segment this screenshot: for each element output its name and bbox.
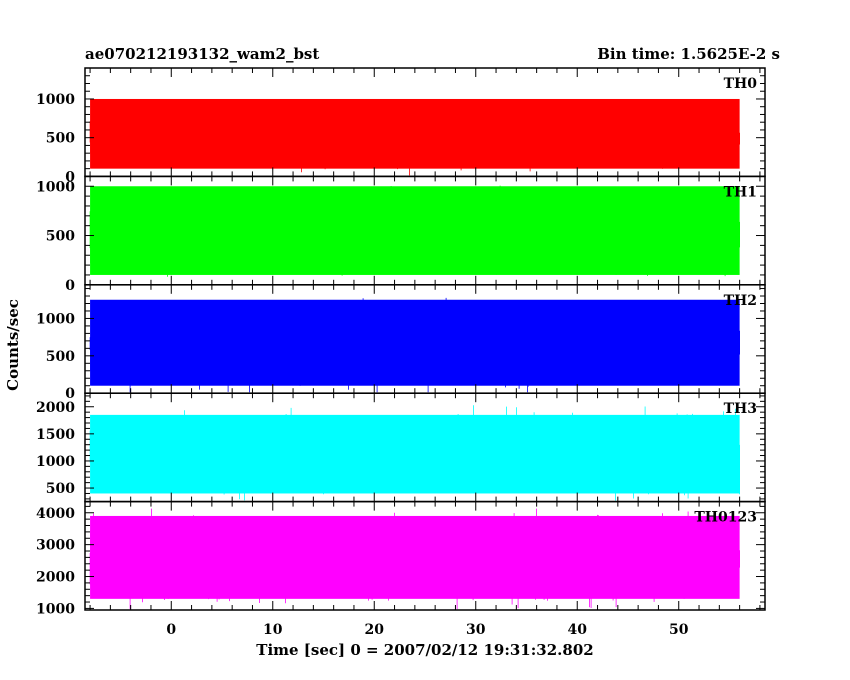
series-line-th2 xyxy=(89,297,740,393)
series-line-th1 xyxy=(89,185,740,277)
x-tick-label: 20 xyxy=(365,622,385,638)
y-tick-label: 1000 xyxy=(36,179,75,195)
series-line-th0 xyxy=(89,100,740,176)
y-tick-label: 500 xyxy=(46,481,75,497)
x-tick-label: 40 xyxy=(567,622,587,638)
panel-th0123: 1000 2000 3000 4000 TH0123 xyxy=(36,500,766,617)
series-line-th3 xyxy=(89,405,740,501)
y-tick-label: 500 xyxy=(46,229,75,245)
y-tick-label: 2000 xyxy=(36,400,75,416)
bin-time-label: Bin time: 1.5625E-2 s xyxy=(597,45,780,63)
y-tick-label: 1000 xyxy=(36,311,75,327)
y-tick-label: 1000 xyxy=(36,454,75,470)
y-tick-label: 500 xyxy=(46,349,75,365)
y-tick-label: 1000 xyxy=(36,601,75,617)
y-tick-label: 3000 xyxy=(36,538,75,554)
panel-th0: 0 500 1000 TH0 xyxy=(36,67,766,185)
y-tick-label: 4000 xyxy=(36,506,75,522)
y-tick-label: 0 xyxy=(65,278,75,294)
y-tick-label: 2000 xyxy=(36,570,75,586)
y-tick-label: 1000 xyxy=(36,92,75,108)
panel-frame xyxy=(84,500,766,611)
x-tick-label: 30 xyxy=(466,622,486,638)
y-tick-label: 0 xyxy=(65,386,75,402)
series-line-th0123 xyxy=(89,508,740,609)
panel-label-th2: TH2 xyxy=(724,293,757,309)
y-tick-label: 1500 xyxy=(36,427,75,443)
panel-label-th0: TH0 xyxy=(724,76,758,92)
panel-label-th1: TH1 xyxy=(724,184,757,200)
y-tick-label: 500 xyxy=(46,131,75,147)
x-tick-label: 50 xyxy=(669,622,689,638)
panel-th3: 500 1000 1500 2000 TH3 xyxy=(36,392,766,503)
panel-label-th3: TH3 xyxy=(724,401,757,417)
panel-label-th0123: TH0123 xyxy=(694,510,757,526)
x-axis-label: Time [sec] 0 = 2007/02/12 19:31:32.802 xyxy=(256,641,593,659)
panel-th1: 0 500 1000 TH1 xyxy=(36,175,766,294)
x-tick-label: 0 xyxy=(166,622,176,638)
chart-title: ae070212193132_wam2_bst xyxy=(85,45,319,63)
y-tick-label: 0 xyxy=(65,169,75,185)
x-tick-label: 10 xyxy=(263,622,283,638)
panel-th2: 0 500 1000 TH2 xyxy=(36,284,766,402)
y-axis-label: Counts/sec xyxy=(4,299,22,391)
